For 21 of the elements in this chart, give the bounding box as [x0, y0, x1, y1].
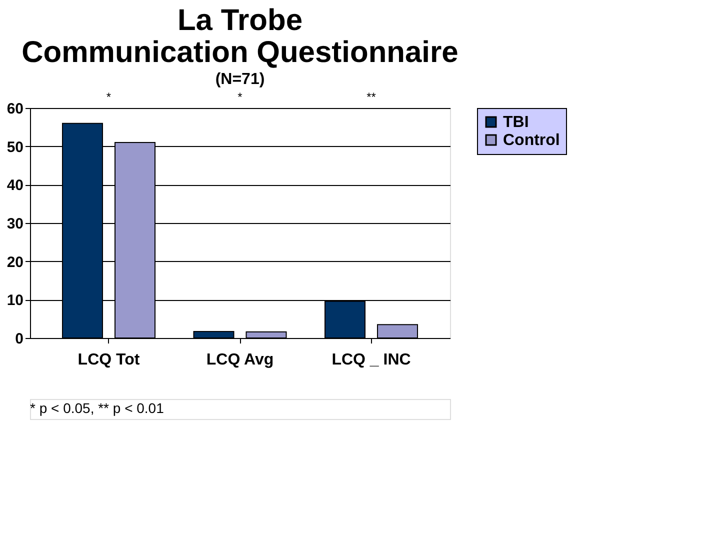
y-tick-label: 30: [6, 216, 24, 232]
legend-label: Control: [503, 132, 560, 149]
chart-subtitle: (N=71): [215, 71, 265, 88]
text: *: [238, 90, 243, 104]
text: *: [106, 90, 112, 104]
text: **: [366, 90, 376, 104]
y-tick-label: 20: [6, 254, 24, 271]
y-tick-label: 0: [15, 330, 24, 348]
bar: [193, 330, 234, 338]
y-tick-label: 50: [6, 138, 24, 156]
bar: [377, 324, 418, 338]
bar: [246, 331, 287, 338]
chart-title: La Trobe Communication Questionnaire: [22, 4, 458, 69]
x-tick-label: LCQ Avg: [206, 352, 274, 368]
y-tick-label: 60: [6, 100, 24, 118]
y-tick-label: 40: [6, 177, 24, 194]
legend-label: TBI: [503, 114, 529, 131]
text: * p < 0.05, ** p < 0.01: [30, 400, 164, 416]
x-tick-label: LCQ Tot: [78, 352, 140, 368]
x-tick-label: LCQ _ INC: [332, 352, 412, 368]
y-tick-label: 10: [6, 292, 24, 310]
